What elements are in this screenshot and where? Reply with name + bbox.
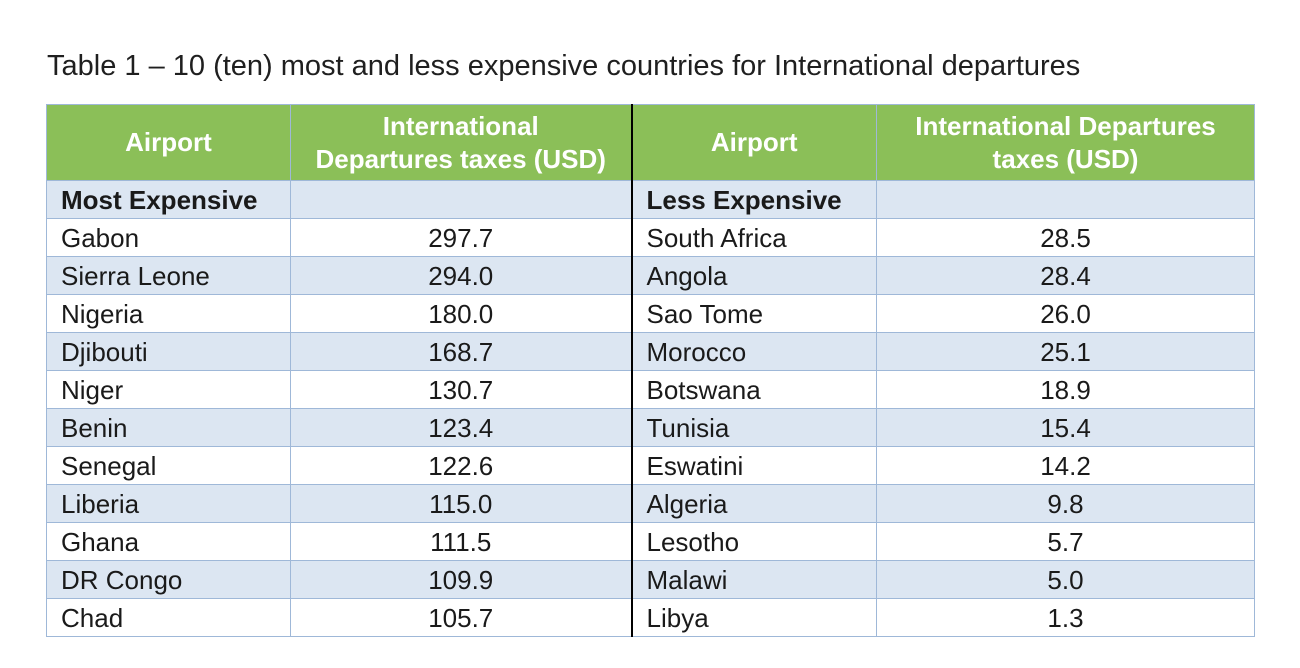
right-tax-cell: 18.9 (876, 370, 1255, 409)
section-most-expensive: Most Expensive (46, 180, 291, 219)
header-right-tax-line1: International Departures (915, 110, 1216, 141)
right-tax-cell: 28.5 (876, 218, 1255, 257)
table-row: Liberia 115.0 Algeria 9.8 (46, 484, 1255, 523)
left-tax-cell: 111.5 (290, 522, 632, 561)
table-row: Nigeria 180.0 Sao Tome 26.0 (46, 294, 1255, 333)
table-row: Ghana 111.5 Lesotho 5.7 (46, 522, 1255, 561)
header-right-tax: International Departures taxes (USD) (876, 104, 1255, 181)
right-country-cell: Algeria (630, 484, 877, 523)
right-tax-cell: 26.0 (876, 294, 1255, 333)
left-country-cell: Nigeria (46, 294, 291, 333)
departure-taxes-table: Airport International Departures taxes (… (46, 104, 1255, 637)
right-tax-cell: 5.0 (876, 560, 1255, 599)
table-caption: Table 1 – 10 (ten) most and less expensi… (47, 50, 1081, 82)
left-country-cell: DR Congo (46, 560, 291, 599)
left-tax-cell: 115.0 (290, 484, 632, 523)
left-tax-cell: 109.9 (290, 560, 632, 599)
table-row: Benin 123.4 Tunisia 15.4 (46, 408, 1255, 447)
left-tax-cell: 297.7 (290, 218, 632, 257)
section-less-expensive: Less Expensive (630, 180, 877, 219)
section-spacer (876, 180, 1255, 219)
right-country-cell: Sao Tome (630, 294, 877, 333)
table-row: Chad 105.7 Libya 1.3 (46, 598, 1255, 637)
table-row: Sierra Leone 294.0 Angola 28.4 (46, 256, 1255, 295)
left-country-cell: Ghana (46, 522, 291, 561)
left-country-cell: Djibouti (46, 332, 291, 371)
table-body: Most Expensive Less Expensive Gabon 297.7… (46, 180, 1255, 637)
right-tax-cell: 25.1 (876, 332, 1255, 371)
table-row: Djibouti 168.7 Morocco 25.1 (46, 332, 1255, 371)
right-country-cell: Morocco (630, 332, 877, 371)
right-tax-cell: 15.4 (876, 408, 1255, 447)
right-tax-cell: 5.7 (876, 522, 1255, 561)
table-header-row: Airport International Departures taxes (… (46, 104, 1255, 181)
header-right-airport: Airport (630, 104, 877, 181)
section-spacer (290, 180, 632, 219)
right-tax-cell: 14.2 (876, 446, 1255, 485)
right-country-cell: Lesotho (630, 522, 877, 561)
left-country-cell: Niger (46, 370, 291, 409)
left-country-cell: Gabon (46, 218, 291, 257)
left-tax-cell: 294.0 (290, 256, 632, 295)
section-row: Most Expensive Less Expensive (46, 180, 1255, 219)
header-left-tax-line1: International (382, 110, 539, 141)
left-country-cell: Benin (46, 408, 291, 447)
table-row: Senegal 122.6 Eswatini 14.2 (46, 446, 1255, 485)
right-tax-cell: 28.4 (876, 256, 1255, 295)
header-left-tax: International Departures taxes (USD) (290, 104, 632, 181)
left-tax-cell: 130.7 (290, 370, 632, 409)
right-country-cell: Libya (630, 598, 877, 637)
left-tax-cell: 168.7 (290, 332, 632, 371)
right-country-cell: Angola (630, 256, 877, 295)
right-tax-cell: 1.3 (876, 598, 1255, 637)
table-row: Gabon 297.7 South Africa 28.5 (46, 218, 1255, 257)
left-country-cell: Liberia (46, 484, 291, 523)
left-country-cell: Chad (46, 598, 291, 637)
header-left-tax-line2: Departures taxes (USD) (315, 143, 606, 174)
right-tax-cell: 9.8 (876, 484, 1255, 523)
right-country-cell: Botswana (630, 370, 877, 409)
table-row: DR Congo 109.9 Malawi 5.0 (46, 560, 1255, 599)
left-country-cell: Senegal (46, 446, 291, 485)
header-left-airport: Airport (46, 104, 291, 181)
header-right-tax-line2: taxes (USD) (992, 143, 1139, 174)
left-tax-cell: 123.4 (290, 408, 632, 447)
right-country-cell: South Africa (630, 218, 877, 257)
right-country-cell: Tunisia (630, 408, 877, 447)
left-tax-cell: 122.6 (290, 446, 632, 485)
left-tax-cell: 180.0 (290, 294, 632, 333)
right-country-cell: Eswatini (630, 446, 877, 485)
left-country-cell: Sierra Leone (46, 256, 291, 295)
table-row: Niger 130.7 Botswana 18.9 (46, 370, 1255, 409)
right-country-cell: Malawi (630, 560, 877, 599)
left-tax-cell: 105.7 (290, 598, 632, 637)
